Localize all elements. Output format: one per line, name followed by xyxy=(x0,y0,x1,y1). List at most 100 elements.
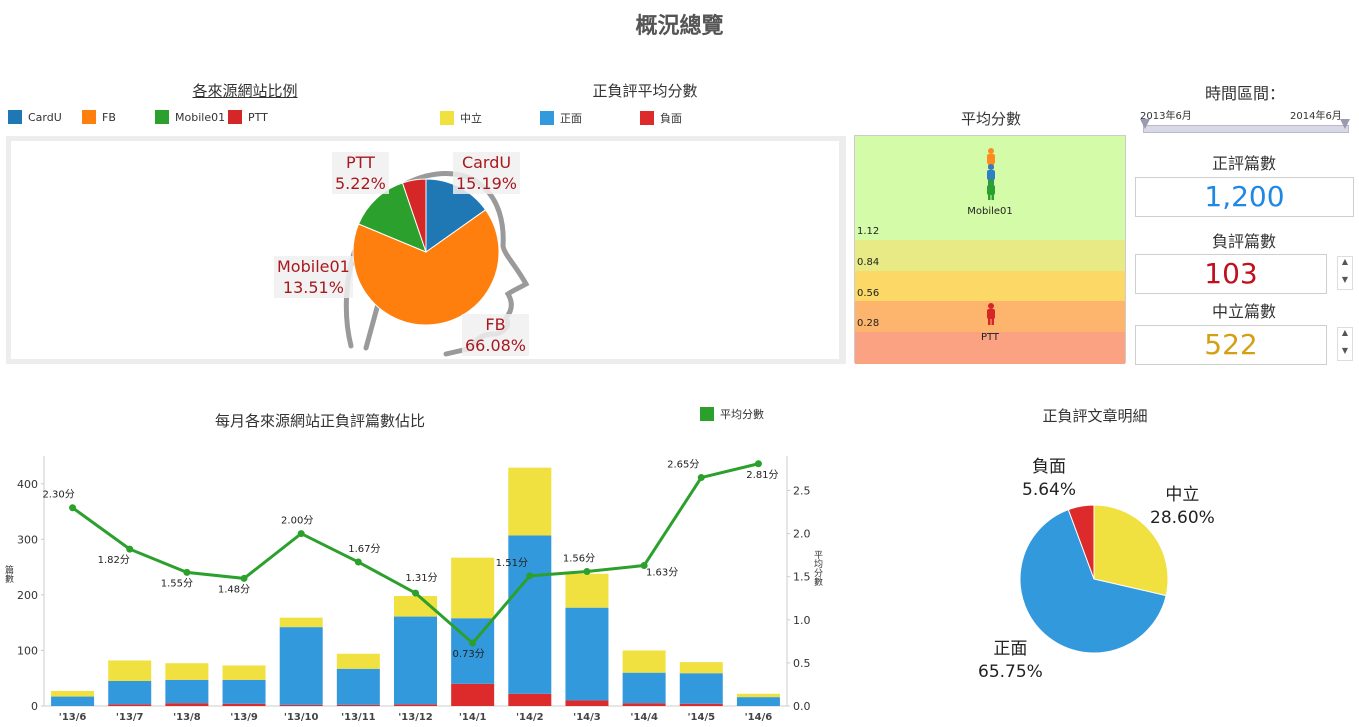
bar-負面-4[interactable] xyxy=(279,704,323,706)
bar-負面-1[interactable] xyxy=(108,704,152,706)
avg-score-subtitle: 平均分數 xyxy=(960,110,1021,128)
kpi-value-neutral: 522 xyxy=(1135,325,1327,365)
combo-legend-avg-score[interactable]: 平均分數 xyxy=(700,406,764,422)
bar-正面-2[interactable] xyxy=(165,679,209,704)
avg-score-data-label: 1.82分 xyxy=(98,554,130,566)
avg-score-point[interactable] xyxy=(754,460,762,468)
bar-正面-3[interactable] xyxy=(222,679,266,704)
avg-score-data-label: 1.48分 xyxy=(218,583,250,595)
sentiment-pie-slice-0[interactable] xyxy=(1093,504,1169,597)
avg-score-point[interactable] xyxy=(240,574,248,582)
x-tick-label: '13/9 xyxy=(230,712,258,723)
person-icon xyxy=(987,303,995,325)
avg-score-point[interactable] xyxy=(526,572,534,580)
bar-正面-0[interactable] xyxy=(51,696,95,706)
bar-正面-9[interactable] xyxy=(565,607,609,701)
bar-正面-6[interactable] xyxy=(394,616,437,705)
y-tick-right: 1.5 xyxy=(793,571,811,584)
avg-score-point[interactable] xyxy=(469,639,477,647)
avg-score-point[interactable] xyxy=(183,568,191,576)
bar-中立-7[interactable] xyxy=(451,557,495,619)
avg-score-point[interactable] xyxy=(69,504,77,512)
avg-score-data-label: 1.67分 xyxy=(348,543,380,555)
legend-swatch xyxy=(640,111,654,125)
spin-up-icon[interactable]: ▲ xyxy=(1341,257,1349,266)
avg-score-data-label: 1.56分 xyxy=(563,553,595,565)
bar-中立-5[interactable] xyxy=(336,653,380,669)
bar-負面-10[interactable] xyxy=(622,703,666,706)
bar-正面-12[interactable] xyxy=(736,697,780,706)
bar-中立-4[interactable] xyxy=(279,617,323,628)
avg-score-data-label: 1.51分 xyxy=(496,557,528,569)
bar-中立-2[interactable] xyxy=(165,663,209,680)
source-pie-slice-2[interactable] xyxy=(357,182,427,253)
bar-中立-3[interactable] xyxy=(222,665,266,680)
source-legend-item-fb[interactable]: FB xyxy=(82,110,116,124)
x-tick-label: '13/11 xyxy=(341,712,376,723)
sentiment-pie xyxy=(1019,504,1169,654)
bar-中立-1[interactable] xyxy=(108,660,152,681)
bar-中立-9[interactable] xyxy=(565,573,609,608)
avg-score-point[interactable] xyxy=(640,561,648,569)
avg-score-point[interactable] xyxy=(697,474,705,482)
source-legend-item-cardu[interactable]: CardU xyxy=(8,110,62,124)
bar-負面-5[interactable] xyxy=(336,704,380,706)
x-tick-label: '13/10 xyxy=(284,712,319,723)
sentiment-legend-positive[interactable]: 正面 xyxy=(540,110,582,126)
bar-負面-11[interactable] xyxy=(679,703,723,706)
bar-負面-2[interactable] xyxy=(165,703,209,706)
avg-score-point[interactable] xyxy=(412,589,419,597)
kpi-label-negative: 負評篇數 xyxy=(1211,232,1276,251)
sentiment-pie-slice-2[interactable] xyxy=(1067,504,1095,580)
band-tick: 1.12 xyxy=(857,226,880,237)
bar-正面-8[interactable] xyxy=(508,535,552,694)
legend-swatch xyxy=(8,110,22,124)
combo-chart-svg: 0 100 200 300 400 0.0 0.5 1.0 1.5 2.0 2.5 '13/6 '13/… xyxy=(17,456,811,723)
slider-handle-start[interactable] xyxy=(1139,118,1151,130)
bar-負面-3[interactable] xyxy=(222,703,266,706)
bar-負面-6[interactable] xyxy=(394,704,437,706)
avg-score-data-label: 1.55分 xyxy=(161,577,193,589)
kpi-neutral-spinner[interactable]: ▲ ▼ xyxy=(1337,327,1353,361)
avg-score-point[interactable] xyxy=(583,568,591,576)
bar-中立-12[interactable] xyxy=(736,693,780,698)
avg-score-point[interactable] xyxy=(126,545,134,553)
sentiment-legend-neutral[interactable]: 中立 xyxy=(440,110,482,126)
bar-正面-11[interactable] xyxy=(679,673,723,704)
source-pie-slice-3[interactable] xyxy=(401,178,427,253)
avg-score-point[interactable] xyxy=(354,558,362,566)
kpi-negative-spinner[interactable]: ▲ ▼ xyxy=(1337,256,1353,290)
source-legend-item-ptt[interactable]: PTT xyxy=(228,110,268,124)
legend-swatch xyxy=(700,407,714,421)
x-tick-label: '13/7 xyxy=(116,712,144,723)
x-tick-label: '13/6 xyxy=(59,712,87,723)
bar-中立-11[interactable] xyxy=(679,662,723,674)
spin-up-icon[interactable]: ▲ xyxy=(1341,328,1349,337)
sentiment-legend-negative[interactable]: 負面 xyxy=(640,110,682,126)
spin-down-icon[interactable]: ▼ xyxy=(1341,346,1349,355)
sentiment-pie-slice-1[interactable] xyxy=(1019,508,1167,654)
legend-label: 負面 xyxy=(660,112,682,125)
bar-中立-0[interactable] xyxy=(51,691,95,697)
slider-handle-end[interactable] xyxy=(1339,118,1351,130)
bar-中立-10[interactable] xyxy=(622,650,666,673)
kpi-value-negative: 103 xyxy=(1135,254,1327,294)
source-pie-slice-1[interactable] xyxy=(352,209,500,326)
bar-負面-9[interactable] xyxy=(565,700,609,706)
bar-正面-5[interactable] xyxy=(336,668,380,705)
x-tick-label: '13/8 xyxy=(173,712,201,723)
avg-score-point[interactable] xyxy=(297,530,305,538)
source-legend-item-mobile01[interactable]: Mobile01 xyxy=(155,110,225,124)
bar-負面-8[interactable] xyxy=(508,693,552,706)
bar-中立-8[interactable] xyxy=(508,467,552,536)
bar-正面-10[interactable] xyxy=(622,672,666,704)
bar-正面-4[interactable] xyxy=(279,627,323,705)
spin-down-icon[interactable]: ▼ xyxy=(1341,275,1349,284)
legend-label: 正面 xyxy=(560,112,582,125)
pie2-label-neutral: 中立 28.60% xyxy=(1150,485,1215,528)
time-range-slider[interactable] xyxy=(1143,125,1349,133)
pie-label-fb: FB 66.08% xyxy=(462,314,530,356)
pie2-label-negative: 負面 5.64% xyxy=(1022,457,1077,500)
bar-負面-7[interactable] xyxy=(451,683,495,706)
bar-正面-1[interactable] xyxy=(108,681,152,705)
